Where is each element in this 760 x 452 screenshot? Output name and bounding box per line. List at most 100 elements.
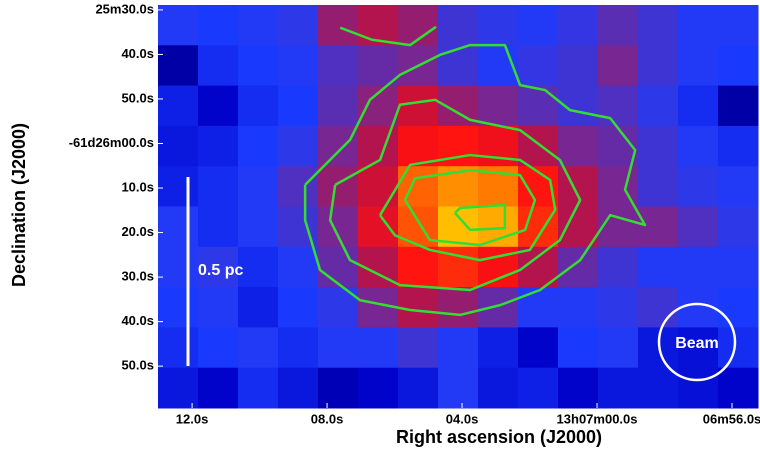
pixel — [638, 126, 679, 167]
pixel — [598, 5, 639, 46]
pixel — [318, 207, 359, 248]
pixel — [678, 126, 719, 167]
x-tick-label: 08.0s — [311, 411, 344, 426]
pixel — [398, 287, 439, 328]
chart: 0.5 pc Beam Right ascension (J2000) Decl… — [0, 0, 760, 452]
pixel — [518, 5, 559, 46]
pixel — [358, 166, 399, 207]
pixel — [438, 5, 479, 46]
pixel — [198, 126, 239, 167]
y-axis-title: Declination (J2000) — [9, 123, 29, 287]
pixel — [598, 86, 639, 127]
pixel — [278, 126, 319, 167]
pixel — [558, 287, 599, 328]
pixel — [678, 368, 719, 409]
pixel — [718, 368, 759, 409]
pixel — [598, 45, 639, 86]
pixel — [478, 5, 519, 46]
pixel — [718, 247, 759, 288]
pixel — [598, 207, 639, 248]
pixel — [518, 327, 559, 368]
pixel — [318, 327, 359, 368]
y-tick-label: 40.0s — [121, 313, 154, 328]
pixel — [518, 86, 559, 127]
pixel — [478, 207, 519, 248]
pixel — [158, 368, 199, 409]
pixel — [438, 287, 479, 328]
pixel — [238, 368, 279, 409]
pixel — [278, 368, 319, 409]
pixel — [278, 327, 319, 368]
pixel — [718, 5, 759, 46]
pixel — [638, 287, 679, 328]
pixel — [438, 45, 479, 86]
pixel — [478, 126, 519, 167]
pixel — [678, 45, 719, 86]
pixel — [238, 126, 279, 167]
pixel — [518, 287, 559, 328]
pixel — [318, 126, 359, 167]
pixel — [518, 368, 559, 409]
pixel — [558, 166, 599, 207]
pixel — [198, 207, 239, 248]
pixel — [678, 207, 719, 248]
pixel — [398, 247, 439, 288]
pixel — [238, 86, 279, 127]
pixel — [278, 247, 319, 288]
pixel — [558, 368, 599, 409]
pixel — [358, 207, 399, 248]
pixel — [238, 45, 279, 86]
pixel — [278, 166, 319, 207]
pixel — [638, 207, 679, 248]
pixel — [198, 45, 239, 86]
y-tick-label: 30.0s — [121, 269, 154, 284]
pixel — [278, 5, 319, 46]
pixel — [198, 327, 239, 368]
pixel — [158, 45, 199, 86]
pixel — [718, 126, 759, 167]
x-tick-label: 12.0s — [176, 411, 209, 426]
pixel — [158, 287, 199, 328]
pixel — [638, 86, 679, 127]
pixel — [158, 207, 199, 248]
pixel — [638, 166, 679, 207]
y-tick-label: 25m30.0s — [95, 1, 154, 16]
pixel — [358, 327, 399, 368]
pixel — [678, 5, 719, 46]
pixel — [438, 327, 479, 368]
pixel — [238, 166, 279, 207]
pixel — [598, 247, 639, 288]
pixel — [318, 247, 359, 288]
pixel — [558, 247, 599, 288]
pixel — [478, 327, 519, 368]
y-tick-label: 10.0s — [121, 179, 154, 194]
pixel — [558, 126, 599, 167]
pixel — [478, 287, 519, 328]
pixel — [638, 247, 679, 288]
pixel — [478, 368, 519, 409]
pixel — [238, 207, 279, 248]
pixel — [598, 287, 639, 328]
pixel — [238, 247, 279, 288]
y-tick-label: 40.0s — [121, 46, 154, 61]
pixel — [278, 86, 319, 127]
pixel — [718, 86, 759, 127]
pixel — [718, 207, 759, 248]
pixel — [678, 166, 719, 207]
scale-label: 0.5 pc — [198, 262, 243, 279]
pixel — [318, 45, 359, 86]
pixel — [198, 86, 239, 127]
pixel — [238, 5, 279, 46]
pixel — [638, 45, 679, 86]
pixel — [718, 287, 759, 328]
pixel — [718, 45, 759, 86]
pixel — [558, 45, 599, 86]
pixel — [318, 166, 359, 207]
pixel — [158, 247, 199, 288]
x-tick-label: 06m56.0s — [703, 411, 760, 426]
pixel — [158, 327, 199, 368]
pixel — [518, 45, 559, 86]
y-tick-label: -61d26m00.0s — [69, 135, 154, 150]
pixel — [238, 327, 279, 368]
pixel — [398, 86, 439, 127]
